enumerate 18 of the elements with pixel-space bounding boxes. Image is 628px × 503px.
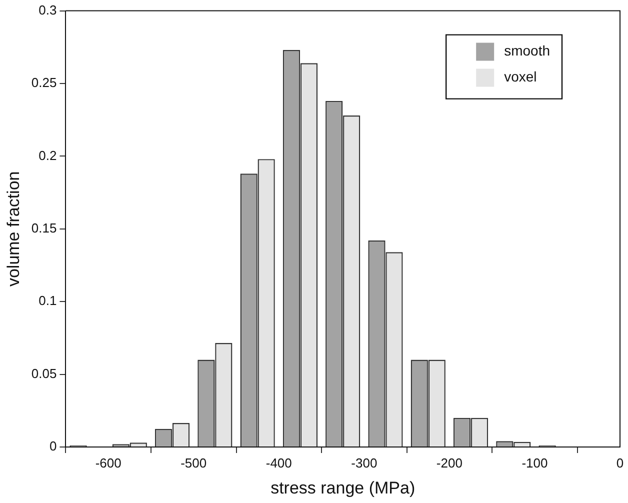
y-axis-title: volume fraction [4,171,23,287]
x-tick-label: -200 [436,455,462,470]
y-tick-label: 0.05 [31,366,57,381]
x-tick-label: -300 [351,455,378,470]
x-tick-label: -600 [95,455,122,470]
x-tick-label: -400 [266,455,292,470]
y-tick-label: 0.15 [31,220,57,236]
legend-label: smooth [504,42,550,59]
y-tick-label: 0.1 [38,293,57,308]
y-tick-label: 0.3 [38,2,57,18]
x-tick-label: -100 [522,455,548,470]
legend-label: voxel [504,68,537,85]
y-tick-label: 0.25 [31,75,57,90]
y-tick-label: 0.2 [38,148,57,163]
x-tick-label: 0 [616,455,624,470]
y-tick-label: 0 [49,438,57,454]
x-tick-label: -500 [180,455,207,470]
x-axis-title: stress range (MPa) [270,478,416,498]
